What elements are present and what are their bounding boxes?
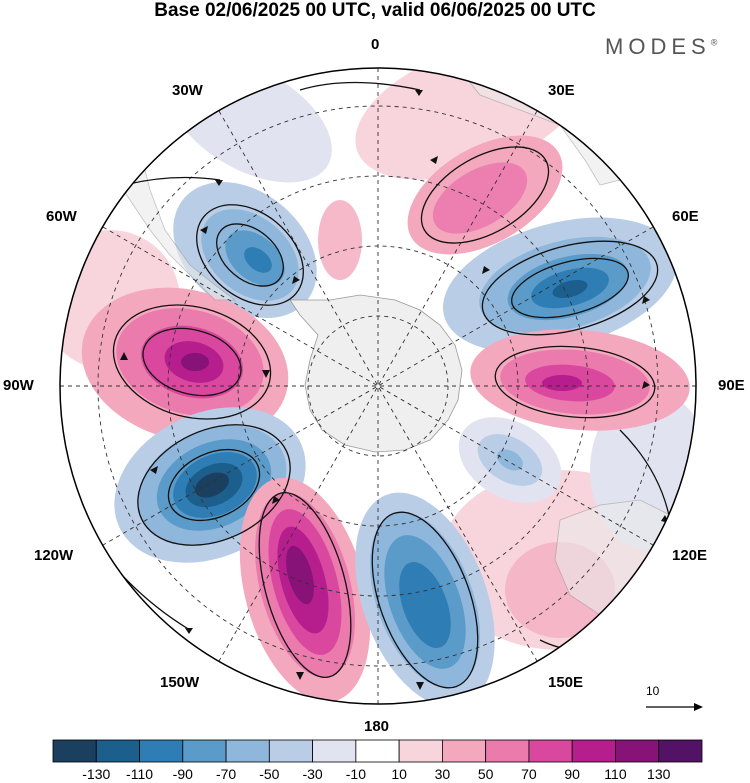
colorbar-bin (571, 739, 616, 763)
anomaly-pos-160w (239, 477, 371, 703)
colorbar-tick-label: -30 (302, 766, 323, 782)
colorbar-bin (658, 739, 703, 763)
anomaly-field (60, 68, 696, 704)
new-zealand-landmass (469, 689, 496, 704)
colorbar-tick-label: 70 (521, 766, 537, 782)
colorbar-tick-label: -10 (345, 766, 366, 782)
lon-label-180: 180 (364, 718, 390, 735)
colorbar-tick-label: -70 (215, 766, 237, 782)
colorbar-bin (225, 739, 270, 763)
colorbar (52, 739, 703, 763)
colorbar-tick-label: -110 (126, 766, 154, 782)
colorbar-bin (312, 739, 357, 763)
colorbar-bin (95, 739, 140, 763)
colorbar-tick-label: 130 (647, 766, 671, 782)
lon-label-150w: 150W (160, 674, 200, 691)
lon-label-120e: 120E (672, 547, 708, 564)
colorbar-bin (268, 739, 314, 763)
colorbar-tick-label: 30 (434, 766, 451, 782)
colorbar-bin (398, 739, 443, 763)
lon-label-0: 0 (371, 36, 380, 53)
map-border (59, 67, 697, 705)
colorbar-tick-label: 110 (604, 766, 627, 782)
anomaly-neg-60e (442, 217, 678, 353)
lon-label-30e: 30E (548, 82, 575, 99)
colorbar-bin (528, 739, 573, 763)
lon-label-60e: 60E (672, 208, 699, 225)
antarctica-landmass (289, 294, 463, 453)
colorbar-bin (52, 739, 97, 763)
colorbar-tick-label: 10 (391, 766, 407, 782)
lon-label-150e: 150E (548, 674, 584, 691)
colorbar-bin (139, 739, 184, 763)
reference-vector-label: 10 (646, 684, 660, 698)
lon-label-30w: 30W (172, 82, 203, 99)
lon-label-90e: 90E (718, 377, 745, 394)
registered-mark: ® (710, 37, 718, 48)
anomaly-pos-90w (81, 287, 289, 443)
anomaly-pos-30e (407, 135, 563, 255)
lon-label-90w: 90W (3, 377, 34, 394)
colorbar-tick-label: -90 (172, 766, 193, 782)
modes-logo: MODES® (605, 34, 717, 60)
lon-label-60w: 60W (46, 208, 77, 225)
chart-title: Base 02/06/2025 00 UTC, valid 06/06/2025… (154, 0, 596, 21)
colorbar-bin (355, 739, 400, 763)
lon-label-120w: 120W (34, 547, 74, 564)
graticule (60, 68, 696, 704)
arrow-right-icon (646, 703, 703, 711)
colorbar-bin (441, 739, 487, 763)
colorbar-tick-label: 90 (564, 766, 580, 782)
colorbar-tick-label: -130 (82, 766, 111, 782)
anomaly-neg-110e (458, 417, 562, 503)
colorbar-tick-label: -50 (259, 766, 280, 782)
colorbar-bin (485, 739, 530, 763)
colorbar-tick-label: 50 (477, 766, 494, 782)
anomaly-neg-160e (355, 492, 495, 704)
brand-text: MODES (605, 34, 711, 59)
colorbar-bin (182, 739, 227, 763)
colorbar-bin (615, 739, 660, 763)
